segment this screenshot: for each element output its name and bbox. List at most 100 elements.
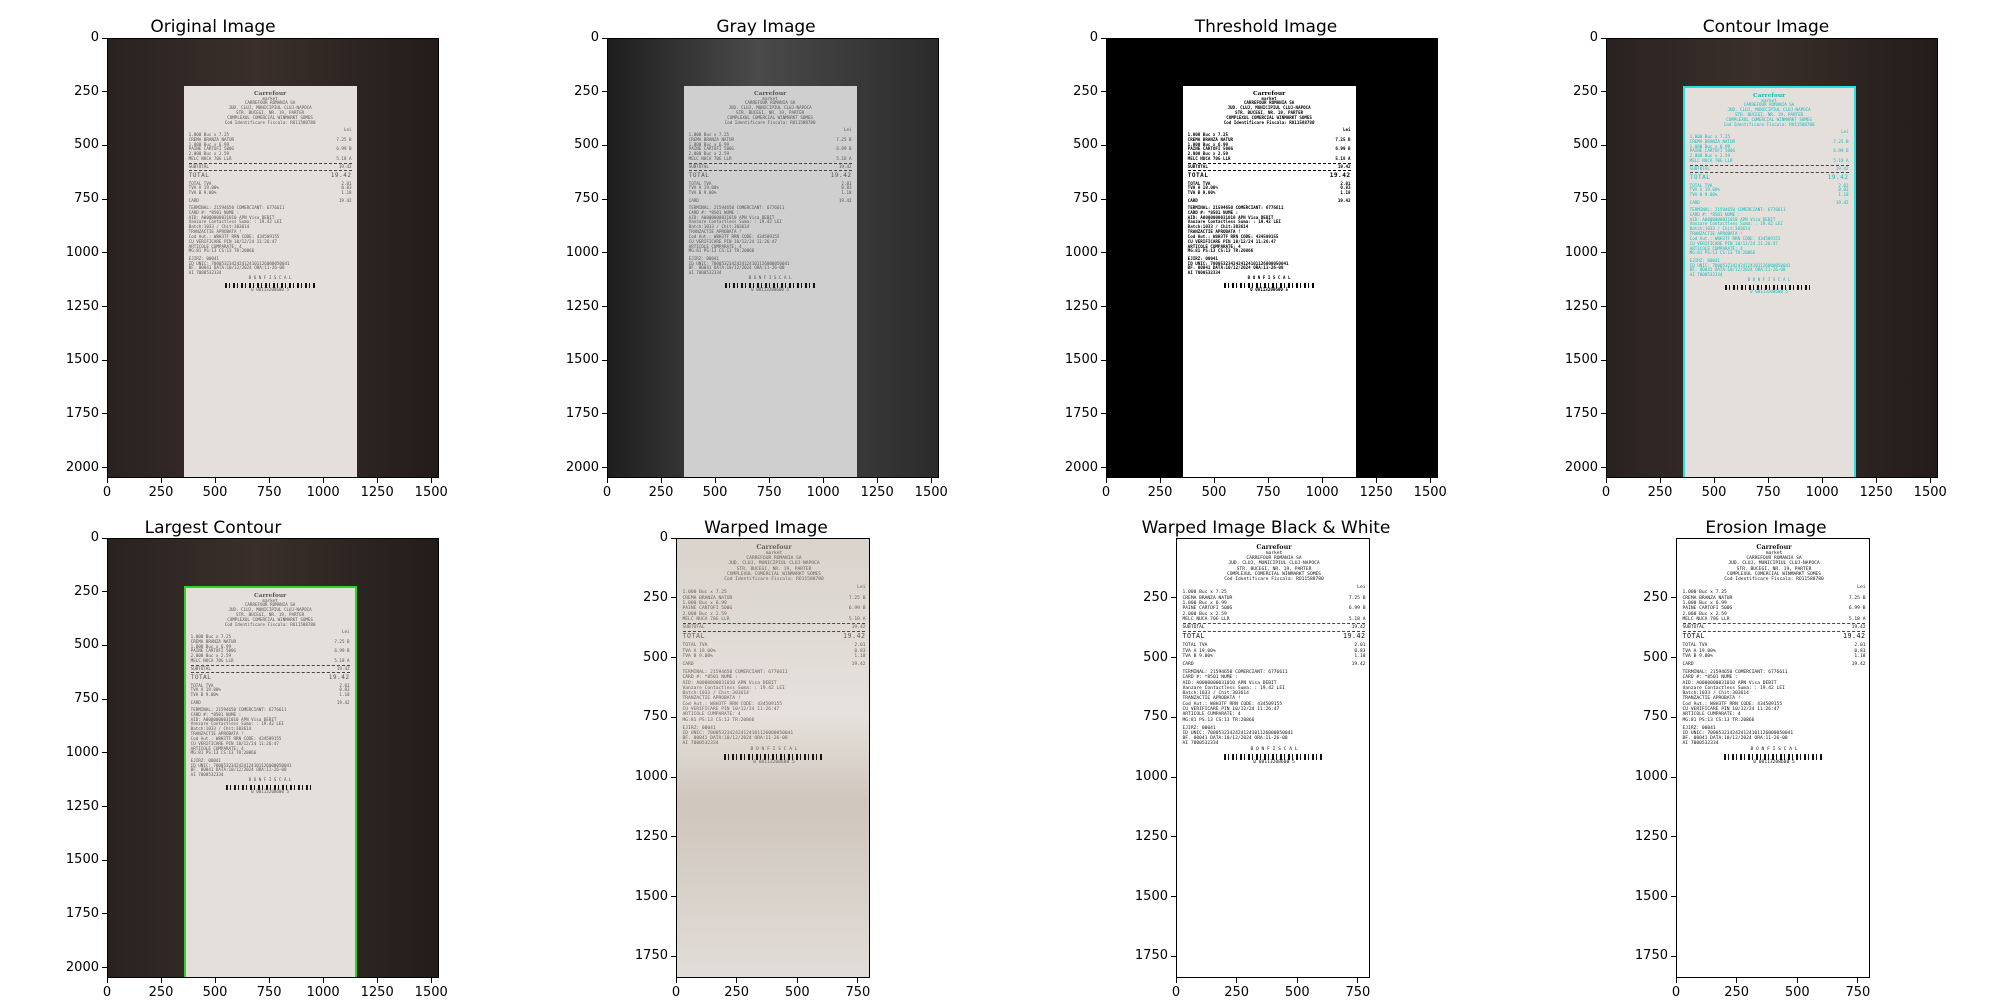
divider — [1682, 631, 1866, 633]
receipt-terminal-line: CU VERIFICARE PIN 10/12/24 11:26:47 — [1689, 240, 1778, 246]
receipt-terminal-line: Batch:1033 / Chit:303614 — [1689, 226, 1751, 232]
receipt-brand-sub: market — [1765, 550, 1783, 556]
receipt-barcode-number: 0 08113208600 5 — [1753, 760, 1795, 766]
receipt-brand-sub: market — [1261, 95, 1277, 101]
receipt-barcode — [226, 784, 314, 791]
receipt-terminal-line: CU VERIFICARE PIN 10/12/24 11:26:47 — [1187, 238, 1276, 244]
receipt-item-qty: 2.000 Buc x 2.59 — [1183, 612, 1366, 617]
y-tick-label: 750 — [574, 191, 599, 207]
total-label: TOTAL — [1187, 172, 1209, 180]
image-axes: Carrefour market CARREFOUR ROMANIA SA JUD. … — [1606, 38, 1938, 478]
card-label: CARD — [188, 197, 199, 203]
receipt-footer-line: ID UNIC: 7000532342424124101126000050041 — [1182, 730, 1294, 736]
y-tick-label: 750 — [1143, 709, 1168, 725]
total-value: 19.42 — [1329, 172, 1351, 180]
receipt-barcode-number: 0 08113208600 5 — [753, 760, 795, 766]
receipt-item-qty: 1.000 Buc x 6.99 — [191, 644, 350, 650]
item-price: 5.18 A — [1335, 156, 1351, 162]
card-value: 19.42 — [838, 197, 852, 203]
y-tick-label: 500 — [1573, 137, 1598, 153]
receipt-terminal-line: TRANZACTIE APROBATA ! — [1682, 696, 1741, 702]
receipt-brand: Carrefour — [1756, 542, 1792, 551]
y-tick-label: 1500 — [65, 852, 99, 868]
receipt-terminal-line: TERMINAL: 21594650 COMERCIANT: 6776611 — [188, 204, 285, 210]
receipt-total-row: TOTAL 19.42 — [191, 674, 350, 681]
x-tick — [214, 478, 216, 483]
item-name: PAINE CARTOFI 500G — [682, 606, 733, 612]
receipt-terminal-line: Vanzare Contactless Suma: : 19.42 LEI — [188, 219, 282, 225]
receipt-currency-row: Lei — [1683, 585, 1865, 590]
x-tick — [876, 478, 878, 483]
item-price: 6.99 B — [1848, 606, 1866, 612]
receipt-terminal-line: MG:81 PS:13 CS:13 TR:20866 — [688, 248, 755, 254]
receipt-item-row: PAINE CARTOFI 500G 6.99 B — [683, 606, 866, 611]
y-tick — [1101, 144, 1106, 146]
tva-label: TVA B 9.00% — [682, 653, 713, 659]
receipt-card-row: CARD 19.42 — [191, 700, 350, 706]
x-tick-label: 1250 — [1359, 485, 1393, 500]
y-tick — [102, 806, 107, 808]
item-name: MELC NUCA 70G LLR — [1682, 616, 1730, 622]
receipt-footer-line: AI 7000532334 — [1682, 741, 1719, 747]
receipt-total-row: TOTAL 19.42 — [189, 172, 352, 179]
receipt-terminal-line: Vanzare Contactless Suma: : 19.42 LEI — [682, 685, 785, 691]
x-tick — [660, 478, 662, 483]
receipt-item-row: PAINE CARTOFI 500G 6.99 B — [1690, 149, 1849, 154]
receipt-item-row: PAINE CARTOFI 500G 6.99 B — [1183, 606, 1366, 611]
item-price: 5.18 A — [1848, 616, 1866, 622]
y-tick — [1671, 955, 1676, 957]
receipt-terminal-line: AID: A0000000031010 APN Visa DEBIT — [688, 214, 775, 220]
y-tick — [1601, 359, 1606, 361]
y-tick-label: 2000 — [1064, 459, 1098, 475]
item-qty: 1.000 Buc x 7.25 — [1682, 590, 1727, 596]
x-tick-label: 750 — [756, 485, 782, 500]
tva-value: 2.01 — [1854, 643, 1866, 649]
receipt-terminal-line: Batch:1033 / Chit:303614 — [188, 224, 250, 230]
y-tick — [602, 198, 607, 200]
receipt-card-row: CARD 19.42 — [1187, 197, 1351, 204]
receipt-tva-row: TVA B 9.00% 1.18 — [1183, 654, 1366, 659]
y-tick-label: 750 — [643, 709, 668, 725]
item-qty: 1.000 Buc x 6.99 — [688, 141, 730, 147]
y-tick — [602, 37, 607, 39]
y-tick-label: 1750 — [1634, 948, 1668, 964]
tva-value: 1.18 — [1854, 653, 1866, 659]
y-tick — [1101, 359, 1106, 361]
receipt-terminal-line: Batch:1033 / Chit:303614 — [1182, 691, 1249, 697]
receipt-barcode — [1723, 753, 1825, 761]
receipt-terminal-line: Cod Aut.: W8H3TF RRN CODE: 434509155 — [1182, 701, 1283, 707]
receipt-footer-line: BF. 00041 DATA:10/12/2024 ORA:11-26-08 — [688, 265, 785, 271]
receipt-footer-line: EJIRZ: 00041 — [188, 255, 219, 261]
receipt-paper: Carrefour market CARREFOUR ROMANIA SA JUD. … — [683, 86, 857, 477]
y-tick — [1601, 91, 1606, 93]
y-tick-label: 2000 — [565, 459, 599, 475]
receipt-item-qty: 1.000 Buc x 7.25 — [1690, 134, 1849, 140]
receipt-content: Carrefour market CARREFOUR ROMANIA SA JUD. … — [1677, 539, 1869, 769]
card-value: 19.42 — [1337, 197, 1351, 203]
receipt-tva-row: TVA B 9.00% 1.18 — [1690, 192, 1849, 198]
receipt-footer-line: ID UNIC: 7000532342424124101126000050041 — [1187, 260, 1289, 266]
total-label: TOTAL — [688, 172, 710, 180]
tva-label: TVA A 19.00% — [1182, 648, 1216, 654]
receipt-terminal-line: ARTICOLE CUMPARATE: 4 — [682, 712, 741, 718]
y-tick — [102, 91, 107, 93]
receipt-brand-sub: market — [262, 597, 278, 603]
y-tick — [1601, 198, 1606, 200]
receipt-item-qty: 1.000 Buc x 7.25 — [191, 634, 350, 640]
tva-value: 2.01 — [1340, 180, 1351, 186]
receipt-item-row: MELC NUCA 70G LLR 5.18 A — [1683, 617, 1866, 622]
receipt-terminal-line: MG:81 PS:13 CS:13 TR:20866 — [1182, 717, 1255, 723]
item-name: PAINE CARTOFI 500G — [1187, 146, 1234, 152]
receipt-item-row: CREMA BRANZA NATUR 7.25 B — [1690, 139, 1849, 145]
x-tick-label: 1250 — [1859, 485, 1893, 500]
x-tick — [268, 978, 270, 983]
receipt-barcode-number: 0 08113208600 5 — [751, 287, 789, 293]
receipt-footer-line: BF. 00041 DATA:10/12/2024 ORA:11-26-08 — [1182, 736, 1288, 742]
x-tick — [768, 478, 770, 483]
tva-label: TVA A 19.00% — [190, 687, 221, 693]
receipt-footer-line: ID UNIC: 7000532342424124101126000050041 — [1689, 262, 1791, 268]
card-label: CARD — [1187, 197, 1198, 203]
divider — [190, 672, 350, 674]
receipt-tva-row: TVA A 19.00% 0.83 — [1690, 188, 1849, 193]
receipt-header-line: COMPLEXUL COMERCIAL WINMARKT SOMES — [1726, 571, 1822, 577]
